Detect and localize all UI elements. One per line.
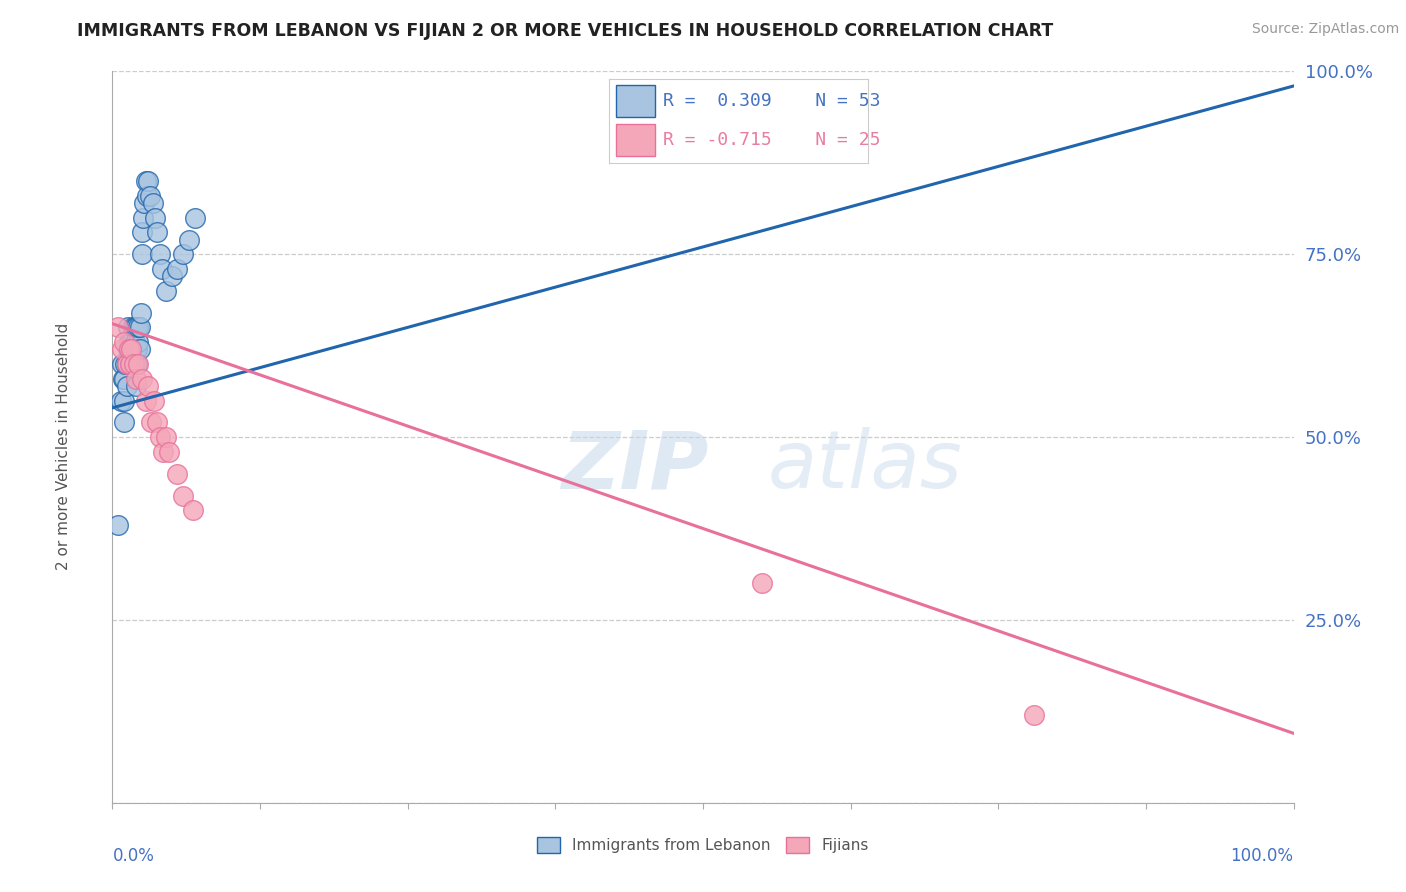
Point (125, 320, 148, 334)
Text: 0.0%: 0.0% (112, 847, 155, 864)
Point (131, 247, 153, 261)
Point (132, 211, 155, 225)
Point (751, 576, 773, 591)
Point (114, 357, 136, 371)
Point (118, 334, 141, 349)
Point (107, 320, 129, 334)
Point (112, 393, 135, 408)
Point (136, 174, 159, 188)
Text: IMMIGRANTS FROM LEBANON VS FIJIAN 2 OR MORE VEHICLES IN HOUSEHOLD CORRELATION CH: IMMIGRANTS FROM LEBANON VS FIJIAN 2 OR M… (77, 22, 1053, 40)
Point (112, 371, 135, 385)
Point (172, 247, 194, 261)
Point (143, 211, 166, 225)
Point (131, 371, 153, 385)
Point (125, 371, 148, 385)
Point (152, 444, 174, 458)
Point (146, 416, 169, 430)
Point (157, 444, 180, 458)
Point (125, 357, 148, 371)
Point (122, 357, 145, 371)
Legend: Immigrants from Lebanon, Fijians: Immigrants from Lebanon, Fijians (530, 830, 876, 861)
Point (120, 343, 142, 357)
Point (131, 225, 153, 239)
Point (120, 334, 142, 349)
Point (129, 306, 152, 320)
Point (1022, 708, 1045, 723)
Point (127, 320, 149, 334)
Point (122, 357, 145, 371)
Point (166, 261, 188, 276)
Point (139, 188, 162, 202)
Text: 100.0%: 100.0% (1230, 847, 1294, 864)
Point (155, 430, 177, 444)
Point (124, 320, 146, 334)
Point (184, 211, 207, 225)
Point (120, 343, 142, 357)
Point (155, 284, 177, 298)
Point (110, 393, 132, 408)
Point (118, 343, 141, 357)
Point (107, 517, 129, 532)
Point (112, 334, 135, 349)
Point (136, 379, 159, 393)
Point (142, 196, 165, 211)
Point (128, 343, 150, 357)
Point (112, 371, 135, 385)
Point (117, 343, 139, 357)
Point (112, 416, 135, 430)
Point (120, 357, 142, 371)
Point (181, 503, 204, 517)
Point (172, 489, 194, 503)
Point (121, 320, 143, 334)
Point (125, 343, 148, 357)
Point (117, 320, 139, 334)
Point (166, 467, 188, 481)
Point (115, 357, 138, 371)
Point (127, 334, 149, 349)
Point (128, 320, 150, 334)
Point (115, 379, 138, 393)
Point (150, 261, 173, 276)
Point (125, 379, 148, 393)
Point (127, 343, 149, 357)
Point (134, 196, 156, 211)
Point (121, 343, 143, 357)
Point (127, 357, 149, 371)
Point (142, 393, 165, 408)
Point (135, 174, 157, 188)
Point (120, 357, 142, 371)
Text: 2 or more Vehicles in Household: 2 or more Vehicles in Household (56, 322, 70, 570)
Point (115, 357, 138, 371)
Text: Source: ZipAtlas.com: Source: ZipAtlas.com (1251, 22, 1399, 37)
Point (111, 343, 134, 357)
Point (135, 393, 157, 408)
Point (149, 247, 172, 261)
Point (135, 188, 157, 202)
Point (160, 269, 183, 284)
Point (124, 334, 146, 349)
Point (149, 430, 172, 444)
Point (120, 357, 142, 371)
Text: ZIP: ZIP (561, 427, 709, 506)
Point (127, 357, 149, 371)
Point (111, 357, 134, 371)
Point (122, 343, 145, 357)
Point (141, 416, 163, 430)
Text: atlas: atlas (768, 427, 963, 506)
Point (146, 225, 169, 239)
Point (179, 233, 201, 247)
